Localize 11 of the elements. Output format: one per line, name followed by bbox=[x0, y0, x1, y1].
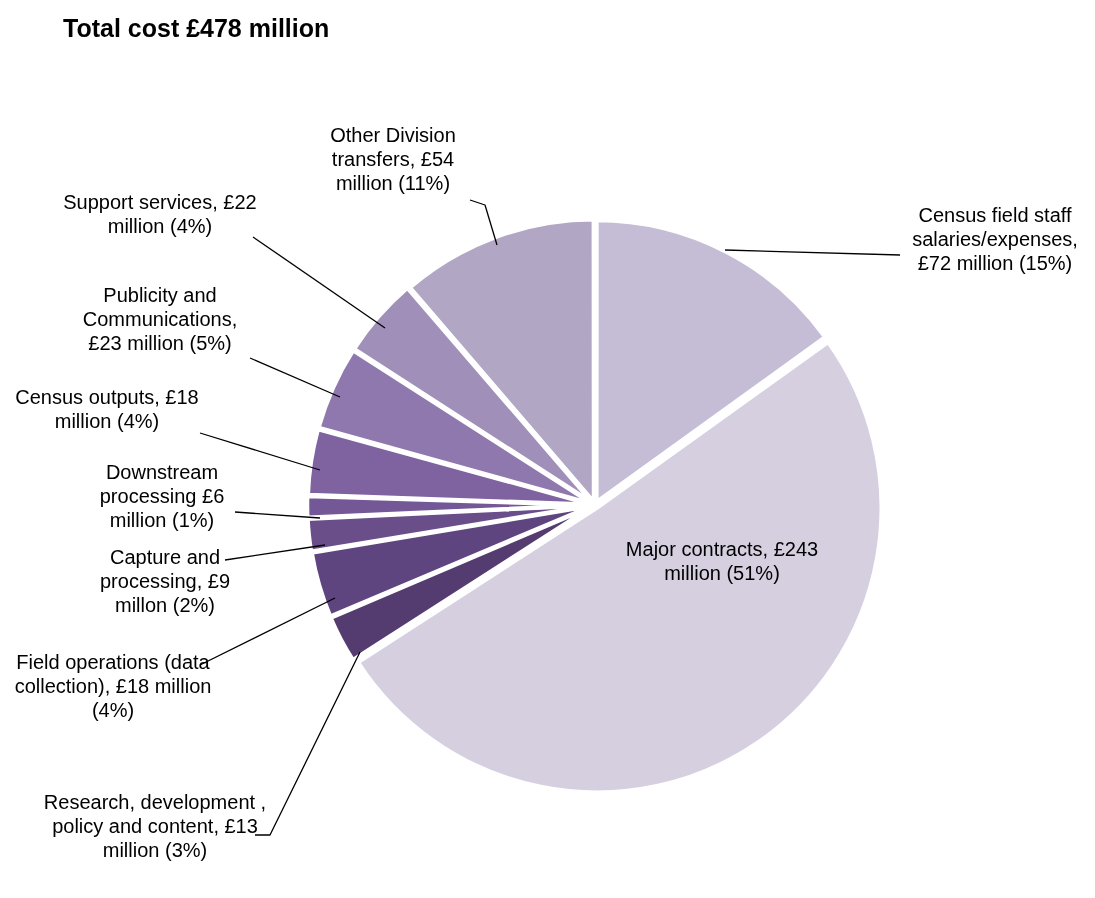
chart-title: Total cost £478 million bbox=[63, 14, 330, 43]
slice-label: Support services, £22 million (4%) bbox=[63, 190, 257, 237]
slice-label: Major contracts, £243 million (51%) bbox=[625, 537, 819, 584]
slice-label: Census field staff salaries/expenses, £72 million (15%) bbox=[912, 203, 1078, 274]
slice-label: Capture and processing, £9 millon (2%) bbox=[99, 545, 231, 616]
slice-label: Publicity and Communications, £23 million (5%) bbox=[82, 283, 238, 354]
slice-label: Research, development , policy and content, £13 million (3%) bbox=[43, 790, 267, 861]
slice-label: Census outputs, £18 million (4%) bbox=[15, 385, 199, 432]
slice-label: Other Division transfers, £54 million (11%) bbox=[330, 123, 456, 194]
slice-label: Field operations (data collection), £18 million (4%) bbox=[14, 650, 212, 721]
slice-label: Downstream processing £6 million (1%) bbox=[99, 460, 225, 531]
